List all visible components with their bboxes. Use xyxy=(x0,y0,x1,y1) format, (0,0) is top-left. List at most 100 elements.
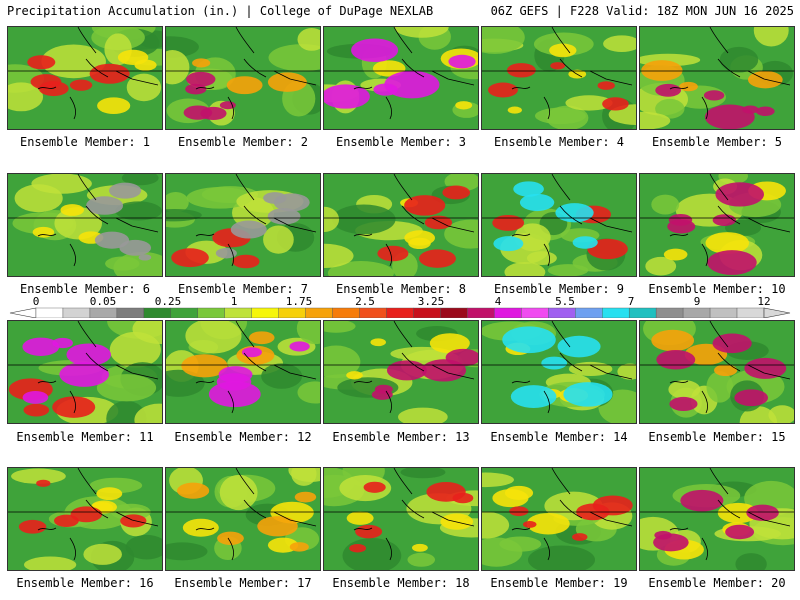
ensemble-member-map xyxy=(639,26,795,130)
ensemble-member-map xyxy=(639,173,795,277)
colorbar-tick-label: 3.25 xyxy=(417,295,445,308)
ensemble-member-map xyxy=(7,173,163,277)
ensemble-member-map xyxy=(7,26,163,130)
ensemble-member-label: Ensemble Member: 13 xyxy=(332,430,470,444)
colorbar-tick-label: 1 xyxy=(230,295,238,308)
ensemble-member-label: Ensemble Member: 14 xyxy=(490,430,628,444)
colorbar-tick-label: 0.05 xyxy=(89,295,117,308)
ensemble-member-map xyxy=(481,467,637,571)
ensemble-member-label: Ensemble Member: 10 xyxy=(648,282,786,296)
precipitation-field xyxy=(8,468,162,570)
ensemble-member-label: Ensemble Member: 9 xyxy=(493,282,625,296)
precipitation-field xyxy=(482,27,636,129)
precipitation-field xyxy=(166,321,320,423)
colorbar-swatch xyxy=(35,307,64,318)
colorbar-tick-label: 7 xyxy=(627,295,635,308)
precipitation-field xyxy=(8,174,162,276)
precipitation-field xyxy=(324,174,478,276)
ensemble-member-map xyxy=(323,173,479,277)
ensemble-member-label: Ensemble Member: 8 xyxy=(335,282,467,296)
colorbar-swatch xyxy=(62,307,91,318)
ensemble-member-map xyxy=(165,26,321,130)
colorbar-tick-label: 4 xyxy=(494,295,502,308)
precipitation-field xyxy=(640,321,794,423)
colorbar-swatch xyxy=(628,307,657,318)
model-run-info: 06Z GEFS | F228 Valid: 18Z MON JUN 16 20… xyxy=(490,4,794,18)
colorbar-swatch xyxy=(143,307,172,318)
colorbar-tick-label: 5.5 xyxy=(555,295,575,308)
precipitation-field xyxy=(166,27,320,129)
colorbar-swatch xyxy=(709,307,738,318)
colorbar-swatch xyxy=(116,307,145,318)
colorbar-swatch xyxy=(89,307,118,318)
colorbar-swatch xyxy=(521,307,549,318)
ensemble-member-label: Ensemble Member: 7 xyxy=(177,282,309,296)
colorbar-swatch xyxy=(440,307,468,318)
ensemble-member-label: Ensemble Member: 2 xyxy=(177,135,309,149)
ensemble-member-label: Ensemble Member: 1 xyxy=(19,135,151,149)
precipitation-field xyxy=(640,174,794,276)
ensemble-member-label: Ensemble Member: 19 xyxy=(490,576,628,590)
colorbar-tick-label: 0.25 xyxy=(154,295,182,308)
colorbar-swatch xyxy=(655,307,684,318)
ensemble-member-map xyxy=(7,467,163,571)
ensemble-member-label: Ensemble Member: 11 xyxy=(16,430,154,444)
ensemble-member-map xyxy=(481,320,637,424)
ensemble-member-label: Ensemble Member: 12 xyxy=(174,430,312,444)
ensemble-member-map xyxy=(7,320,163,424)
colorbar-swatch xyxy=(413,307,441,318)
ensemble-member-label: Ensemble Member: 5 xyxy=(651,135,783,149)
colorbar-swatch xyxy=(359,307,387,318)
ensemble-member-map xyxy=(323,467,479,571)
colorbar-tick-label: 12 xyxy=(757,295,771,308)
precipitation-field xyxy=(640,27,794,129)
colorbar-swatch xyxy=(224,307,252,318)
precipitation-field xyxy=(324,321,478,423)
map-title: Precipitation Accumulation (in.) | Colle… xyxy=(7,4,434,18)
ensemble-member-map xyxy=(165,173,321,277)
ensemble-member-map xyxy=(639,320,795,424)
colorbar-tick-label: 1.75 xyxy=(285,295,313,308)
colorbar-swatch xyxy=(494,307,522,318)
colorbar-swatch xyxy=(386,307,414,318)
ensemble-member-label: Ensemble Member: 20 xyxy=(648,576,786,590)
colorbar-swatch xyxy=(305,307,333,318)
ensemble-member-map xyxy=(481,26,637,130)
ensemble-member-map xyxy=(165,320,321,424)
colorbar-swatch xyxy=(278,307,306,318)
precipitation-field xyxy=(8,321,162,423)
colorbar-tick-label: 9 xyxy=(693,295,701,308)
colorbar-swatch xyxy=(736,307,765,318)
precipitation-field xyxy=(324,468,478,570)
ensemble-member-label: Ensemble Member: 3 xyxy=(335,135,467,149)
ensemble-member-label: Ensemble Member: 15 xyxy=(648,430,786,444)
colorbar-swatch xyxy=(332,307,360,318)
precipitation-field xyxy=(482,468,636,570)
precipitation-field xyxy=(8,27,162,129)
ensemble-member-label: Ensemble Member: 4 xyxy=(493,135,625,149)
colorbar-tick-label: 0 xyxy=(32,295,40,308)
colorbar-swatch xyxy=(251,307,279,318)
precipitation-field xyxy=(482,321,636,423)
precipitation-field xyxy=(482,174,636,276)
precipitation-field xyxy=(324,27,478,129)
colorbar-swatch xyxy=(467,307,495,318)
ensemble-member-label: Ensemble Member: 17 xyxy=(174,576,312,590)
precipitation-field xyxy=(640,468,794,570)
ensemble-member-map xyxy=(323,320,479,424)
colorbar-swatch xyxy=(170,307,198,318)
precipitation-field xyxy=(166,468,320,570)
colorbar-swatch xyxy=(575,307,603,318)
colorbar-tick-label: 2.5 xyxy=(355,295,375,308)
precipitation-field xyxy=(166,174,320,276)
precipitation-colorbar xyxy=(9,307,791,318)
ensemble-member-map xyxy=(323,26,479,130)
ensemble-member-map xyxy=(481,173,637,277)
colorbar-swatch xyxy=(682,307,711,318)
ensemble-member-label: Ensemble Member: 6 xyxy=(19,282,151,296)
ensemble-member-map xyxy=(639,467,795,571)
ensemble-member-label: Ensemble Member: 18 xyxy=(332,576,470,590)
colorbar-swatch xyxy=(548,307,576,318)
ensemble-member-label: Ensemble Member: 16 xyxy=(16,576,154,590)
colorbar-swatch xyxy=(602,307,630,318)
